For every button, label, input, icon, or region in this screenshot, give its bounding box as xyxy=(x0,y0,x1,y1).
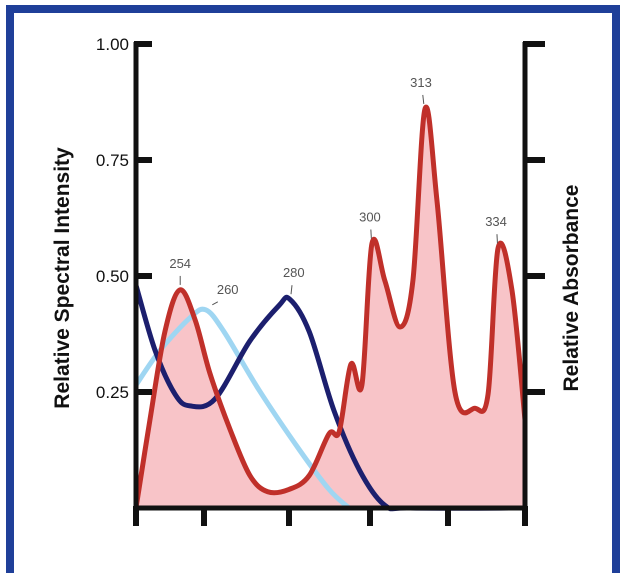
peak-leader-line xyxy=(422,94,425,105)
y-axis-title: Relative Spectral Intensity xyxy=(51,147,74,409)
x-tick-label: 320 xyxy=(434,534,462,536)
x-tick-label: 300 xyxy=(356,534,384,536)
peak-label: 254 xyxy=(169,256,191,271)
peak-leader-line xyxy=(212,301,219,306)
y2-axis-title: Relative Absorbance xyxy=(560,185,583,392)
peak-leader-line xyxy=(496,234,498,244)
x-tick-label: 240 xyxy=(122,534,150,536)
peak-leader-line xyxy=(290,285,293,295)
peak-label: 280 xyxy=(283,265,305,280)
emission-line xyxy=(133,104,528,509)
peak-label: 334 xyxy=(485,214,507,229)
absorbance-280-line xyxy=(133,284,526,512)
x-tick-label: 260 xyxy=(190,534,218,536)
absorbance-260-line xyxy=(133,306,351,510)
x-tick-label: 280 xyxy=(275,534,303,536)
y-tick-label: 0.50 xyxy=(96,267,129,286)
spectrum-chart: 0.25 0.50 0.75 1.00 240 260 280 300 320 340 254 260… xyxy=(51,35,583,536)
peak-label: 300 xyxy=(359,210,381,225)
y-tick-label: 0.25 xyxy=(96,383,129,402)
x-tick-label: 340 xyxy=(511,534,539,536)
y-tick-label: 0.75 xyxy=(96,151,129,170)
chart-frame xyxy=(6,5,620,573)
peak-label: 260 xyxy=(217,282,239,297)
y-tick-label: 1.00 xyxy=(96,35,129,54)
peak-label: 313 xyxy=(410,75,432,90)
peak-leader-line xyxy=(370,229,372,239)
emission-area xyxy=(136,107,525,509)
